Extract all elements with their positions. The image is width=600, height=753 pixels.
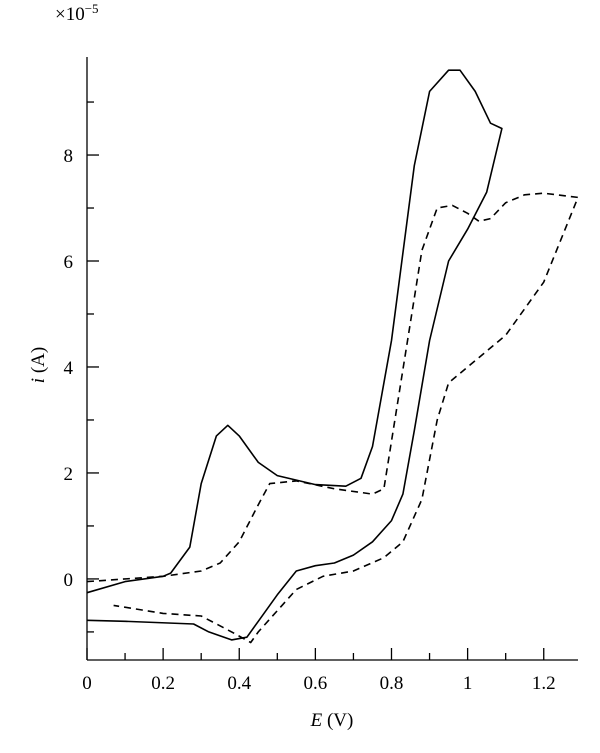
unit: (A) xyxy=(28,347,49,373)
x-tick-label: 0 xyxy=(82,673,92,694)
y-tick-label: 2 xyxy=(64,464,74,485)
y-tick-label: 4 xyxy=(64,358,74,379)
x-tick-label: 1.2 xyxy=(532,673,556,694)
unit: (V) xyxy=(327,710,353,731)
x-tick-label: 0.4 xyxy=(227,673,251,694)
y-axis-label: i (A) xyxy=(28,347,49,383)
exponent: −5 xyxy=(85,1,99,16)
cv-curve xyxy=(86,69,503,641)
x-tick-label: 0.6 xyxy=(303,673,327,694)
x-tick-label: 0.8 xyxy=(380,673,404,694)
multiplier: ×10 xyxy=(55,4,85,25)
y-tick-label: 6 xyxy=(64,252,74,273)
cv-curve xyxy=(86,192,579,644)
y-multiplier: ×10−5 xyxy=(55,1,99,25)
symbol: i xyxy=(28,378,49,383)
x-axis-label: E (V) xyxy=(310,710,354,731)
y-tick-label: 0 xyxy=(64,570,74,591)
x-tick-label: 0.2 xyxy=(151,673,175,694)
y-tick-label: 8 xyxy=(64,146,74,167)
symbol: E xyxy=(310,710,323,731)
x-tick-label: 1 xyxy=(463,673,473,694)
